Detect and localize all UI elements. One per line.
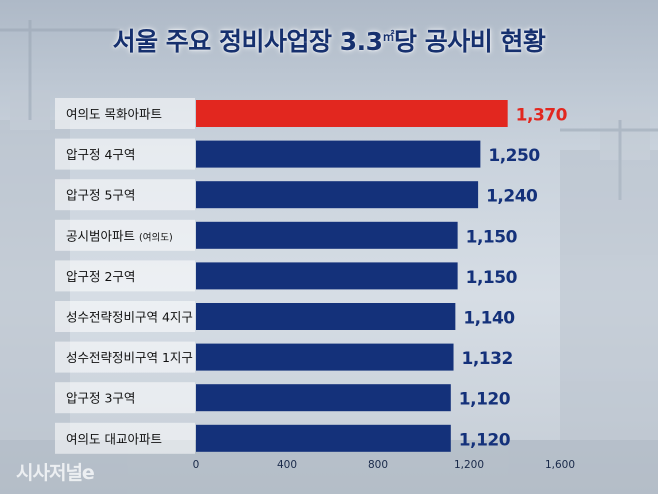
category-label: 압구정 3구역 [66,391,135,406]
category-label-background [55,422,195,454]
x-tick-label: 1,200 [454,459,484,471]
bar-8 [196,424,451,452]
title-tail-text: 당 공사비 현황 [394,27,546,56]
category-label: 여의도 목화아파트 [66,107,162,122]
value-label: 1,370 [516,106,568,126]
value-label: 1,140 [463,309,515,329]
category-label: 여의도 대교아파트 [66,431,162,446]
bar-3 [196,221,458,249]
category-label-background [55,301,195,332]
bar-4 [196,262,458,290]
category-label-background [55,382,195,414]
value-label: 1,120 [459,430,511,450]
x-tick-label: 1,600 [545,459,575,471]
value-label: 1,150 [466,268,518,288]
x-tick-label: 0 [193,459,200,471]
category-label-background [55,179,195,211]
bar-2 [196,181,479,209]
bar-6 [196,343,454,371]
value-label: 1,250 [488,146,540,166]
category-label: 성수전략정비구역 4지구 [66,310,193,325]
category-label-background [55,219,195,251]
category-label-background [55,341,195,373]
title-main-text: 서울 주요 정비사업장 3.3 [112,27,383,56]
category-label-background [55,98,195,129]
bar-7 [196,384,451,412]
category-label: 공시범아파트 (여의도) [66,228,173,243]
value-label: 1,150 [466,227,518,247]
value-label: 1,132 [462,349,513,369]
bar-1 [196,140,481,168]
category-label: 압구정 4구역 [66,147,135,162]
category-label: 압구정 5구역 [66,188,135,203]
bar-0 [196,100,508,127]
value-label: 1,240 [486,187,538,207]
x-tick-label: 400 [277,459,297,471]
chart-title: 서울 주요 정비사업장 3.3㎡당 공사비 현황 [0,22,658,58]
x-tick-label: 800 [368,459,388,471]
category-label-background [55,138,195,170]
category-label-background [55,260,195,292]
title-unit-superscript: ㎡ [382,29,394,44]
value-label: 1,120 [459,390,511,410]
bar-5 [196,303,456,330]
category-label: 성수전략정비구역 1지구 [66,350,193,365]
watermark-logo: 시사저널e [16,462,95,484]
category-label: 압구정 2구역 [66,269,135,284]
